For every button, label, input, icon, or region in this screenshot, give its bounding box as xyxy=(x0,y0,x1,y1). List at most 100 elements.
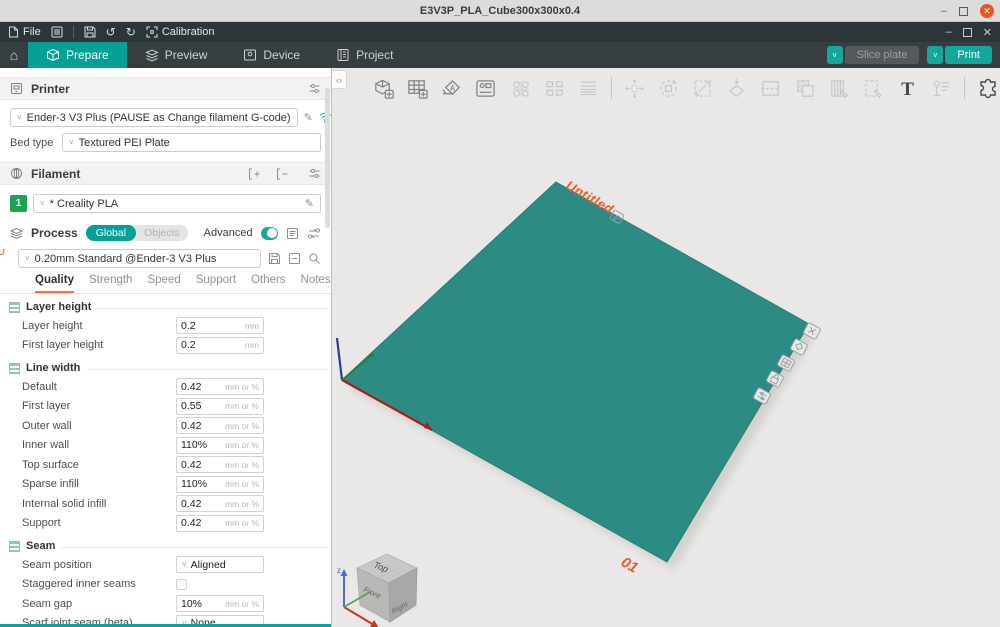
first-layer-height-input[interactable]: 0.2 mm xyxy=(176,336,264,354)
home-icon[interactable]: ⌂ xyxy=(9,47,19,63)
printer-edit-icon[interactable]: ✎ xyxy=(303,112,313,124)
collapse-params-icon[interactable] xyxy=(288,252,301,265)
scarf-joint-seam-select[interactable]: ˅ None xyxy=(176,614,264,627)
menu-icon[interactable] xyxy=(51,26,63,38)
staggered-seams-checkbox[interactable] xyxy=(176,578,187,590)
split-to-parts-icon[interactable] xyxy=(543,76,566,100)
filament-edit-icon[interactable]: ✎ xyxy=(304,198,314,210)
compare-presets-icon[interactable] xyxy=(307,227,321,240)
print-button[interactable]: Print xyxy=(945,46,992,64)
add-object-icon[interactable] xyxy=(372,76,395,100)
delete-plate-icon[interactable] xyxy=(803,322,821,340)
lay-on-face-icon[interactable] xyxy=(725,76,748,100)
filament-color-badge[interactable]: 1 xyxy=(10,195,27,212)
tab-strength[interactable]: Strength xyxy=(88,274,133,286)
parameter-list-icon[interactable] xyxy=(286,227,299,240)
filament-preset-select[interactable]: ˅ * Creality PLA ✎ xyxy=(33,194,321,213)
printer-settings-icon[interactable] xyxy=(308,82,321,95)
line-width-inner-wall-input[interactable]: 110% mm or % xyxy=(176,436,264,454)
assembly-view-icon[interactable] xyxy=(976,76,1000,100)
remove-filament-icon[interactable] xyxy=(276,168,290,180)
split-to-objects-icon[interactable] xyxy=(509,76,532,100)
bed-type-select[interactable]: ˅ Textured PEI Plate xyxy=(62,133,321,152)
printer-preset-select[interactable]: ˅ Ender-3 V3 Plus (PAUSE as Change filam… xyxy=(10,108,298,127)
redo-icon[interactable]: ↻ xyxy=(125,25,136,39)
plate-settings-icon[interactable] xyxy=(753,387,771,405)
close-icon[interactable]: ✕ xyxy=(980,4,994,18)
line-width-first-layer-input[interactable]: 0.55 mm or % xyxy=(176,397,264,415)
tab-prepare[interactable]: Prepare xyxy=(28,42,127,68)
add-filament-icon[interactable] xyxy=(248,168,262,180)
lock-plate-icon[interactable] xyxy=(766,370,784,388)
sidebar-scrollbar[interactable] xyxy=(325,88,330,228)
maximize-icon[interactable] xyxy=(959,6,968,16)
slice-plate-button[interactable]: Slice plate xyxy=(844,46,920,64)
cut-icon[interactable] xyxy=(759,76,782,100)
add-plate-icon[interactable] xyxy=(406,76,429,100)
slice-dropdown-icon[interactable]: ˅ xyxy=(826,46,843,64)
param-row: Staggered inner seams xyxy=(0,575,331,595)
tab-support[interactable]: Support xyxy=(195,274,237,286)
line-width-top-surface-input[interactable]: 0.42 mm or % xyxy=(176,456,264,474)
line-width-support-input[interactable]: 0.42 mm or % xyxy=(176,514,264,532)
save-icon[interactable] xyxy=(84,26,96,38)
tab-notes[interactable]: Notes xyxy=(300,274,331,286)
collapse-sidebar-button[interactable]: ‹› xyxy=(332,70,347,89)
param-row: Top surface 0.42 mm or % xyxy=(0,455,331,475)
line-width-internal-solid-input[interactable]: 0.42 mm or % xyxy=(176,495,264,513)
navigation-cube[interactable]: Top Front Right z xyxy=(337,553,418,627)
scale-icon[interactable] xyxy=(691,76,714,100)
support-paint-icon[interactable] xyxy=(828,76,851,100)
arrange-icon[interactable] xyxy=(474,76,497,100)
move-icon[interactable] xyxy=(623,76,646,100)
build-plate-scene[interactable]: Untitled 01 xyxy=(332,68,999,627)
line-width-outer-wall-input[interactable]: 0.42 mm or % xyxy=(176,417,264,435)
arrange-plate-icon[interactable] xyxy=(777,354,795,372)
seam-position-select[interactable]: ˅ Aligned xyxy=(176,556,264,574)
tab-preview[interactable]: Preview xyxy=(127,42,226,68)
minimize-icon[interactable]: – xyxy=(940,4,947,17)
tab-others[interactable]: Others xyxy=(251,274,286,286)
variable-layer-height-icon[interactable] xyxy=(577,76,600,100)
mesh-boolean-icon[interactable] xyxy=(793,76,816,100)
advanced-toggle[interactable] xyxy=(260,226,278,240)
plate-name-edit-icon[interactable] xyxy=(609,210,625,224)
tab-quality[interactable]: Quality xyxy=(35,274,74,293)
preset-modified-icon[interactable]: ↻ xyxy=(0,244,6,260)
param-row: Seam position ˅ Aligned xyxy=(0,555,331,575)
undo-icon[interactable]: ↺ xyxy=(105,25,116,39)
layer-height-input[interactable]: 0.2 mm xyxy=(176,317,264,335)
text-tool-icon[interactable]: T xyxy=(896,76,919,100)
seam-gap-input[interactable]: 10% mm or % xyxy=(176,595,264,613)
scope-global-pill[interactable]: Global xyxy=(85,225,137,241)
plate-edge xyxy=(341,181,810,563)
process-icon xyxy=(10,227,23,240)
line-width-default-input[interactable]: 0.42 mm or % xyxy=(176,378,264,396)
app-close-icon[interactable]: ✕ xyxy=(982,26,992,39)
param-row: Scarf joint seam (beta) ˅ None xyxy=(0,614,331,627)
print-dropdown-icon[interactable]: ˅ xyxy=(927,46,944,64)
filament-settings-icon[interactable] xyxy=(308,167,321,180)
file-menu[interactable]: File xyxy=(8,26,41,38)
scope-objects-pill[interactable]: Objects xyxy=(144,227,180,239)
measure-icon[interactable] xyxy=(930,76,953,100)
auto-orient-icon[interactable]: A xyxy=(440,76,463,100)
chevron-down-icon: ˅ xyxy=(182,618,187,627)
tab-project[interactable]: Project xyxy=(318,42,411,68)
orient-plate-icon[interactable] xyxy=(790,338,808,356)
viewport-3d[interactable]: ‹› A T xyxy=(332,68,1000,627)
app-minimize-icon[interactable]: – xyxy=(945,25,952,38)
rotate-icon[interactable] xyxy=(657,76,680,100)
calibration-menu[interactable]: Calibration xyxy=(146,26,214,38)
tab-device[interactable]: Device xyxy=(225,42,318,68)
param-row: First layer 0.55 mm or % xyxy=(0,397,331,417)
line-width-sparse-infill-input[interactable]: 110% mm or % xyxy=(176,475,264,493)
tab-speed[interactable]: Speed xyxy=(147,274,181,286)
process-preset-select[interactable]: ˅ 0.20mm Standard @Ender-3 V3 Plus xyxy=(18,249,261,268)
save-preset-icon[interactable] xyxy=(268,252,281,265)
menubar: File ↺ ↻ Calibration – ✕ xyxy=(0,22,1000,42)
search-icon[interactable] xyxy=(308,252,321,265)
seam-paint-icon[interactable] xyxy=(862,76,885,100)
app-maximize-icon[interactable] xyxy=(962,27,972,37)
build-plate[interactable] xyxy=(342,182,809,562)
